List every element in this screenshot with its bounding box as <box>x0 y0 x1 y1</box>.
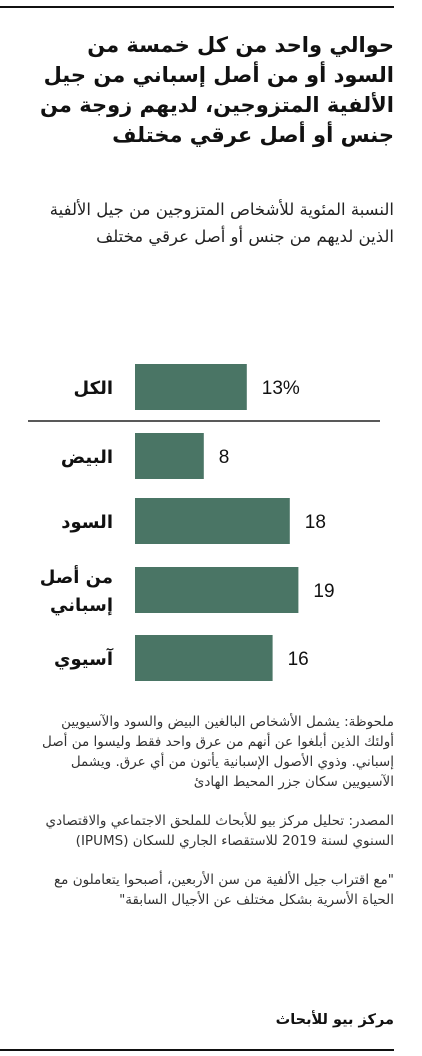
bar <box>135 567 299 613</box>
note-text: ملحوظة: يشمل الأشخاص البالغين البيض والس… <box>42 714 394 790</box>
category-label: إسباني <box>50 595 113 616</box>
chart-title: حوالي واحد من كل خمسة من السود أو من أصل… <box>40 33 394 147</box>
bar-value-label: 18 <box>305 512 326 533</box>
source-text: المصدر: تحليل مركز بيو للأبحاث للملحق ال… <box>45 813 394 849</box>
bar <box>135 433 204 479</box>
category-label: السود <box>61 512 113 533</box>
category-label: من أصل <box>40 565 113 588</box>
notes-section: ملحوظة: يشمل الأشخاص البالغين البيض والس… <box>28 712 394 929</box>
bar-value-label: 19 <box>313 581 334 602</box>
bar <box>135 635 273 681</box>
category-label: الكل <box>74 378 113 399</box>
bar <box>135 364 247 410</box>
brand-label: مركز بيو للأبحاث <box>275 1012 394 1028</box>
chart-subtitle: النسبة المئوية للأشخاص المتزوجين من جيل … <box>49 200 394 246</box>
quote-text: "مع اقتراب جيل الألفية من سن الأربعين، أ… <box>53 872 394 908</box>
top-rule <box>0 6 394 8</box>
bar <box>135 498 290 544</box>
category-label: آسيوي <box>54 647 114 670</box>
bar-chart: 13% الكل 8 البيض 18 السود 19 من أصل إسباني 16 آسيو… <box>28 364 380 681</box>
bar-value-label: 8 <box>219 447 230 468</box>
category-label: البيض <box>61 447 113 468</box>
bar-value-label: 13% <box>262 378 300 399</box>
bar-value-label: 16 <box>288 649 309 670</box>
bottom-rule <box>0 1049 394 1051</box>
